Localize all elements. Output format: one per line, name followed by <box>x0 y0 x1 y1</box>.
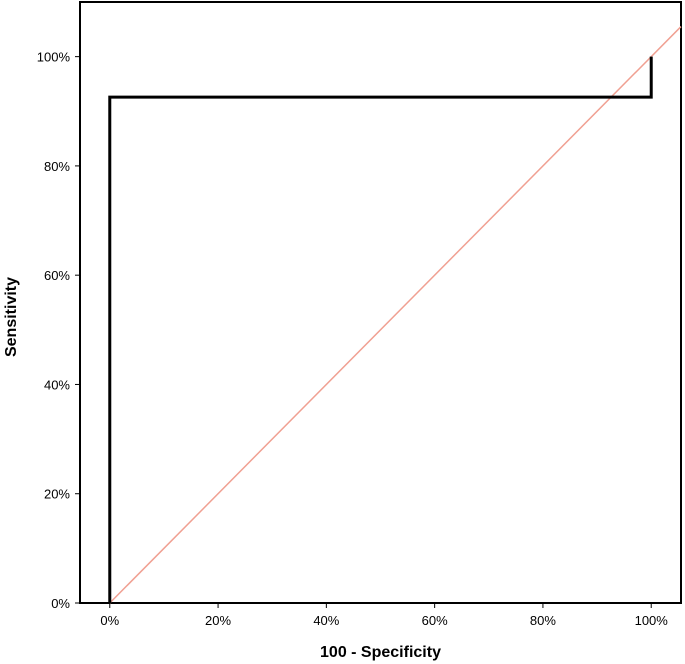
plot-frame <box>79 1 682 604</box>
x-axis-ticks: 0% 20% 40% 60% 80% 100% <box>100 603 668 628</box>
y-axis-title: Sensitivity <box>3 277 20 357</box>
y-tick-label: 20% <box>44 487 70 502</box>
x-tick-label: 60% <box>422 613 448 628</box>
y-tick-label: 40% <box>44 377 70 392</box>
y-tick-label: 60% <box>44 268 70 283</box>
roc-curve-line <box>108 56 653 603</box>
x-tick-label: 100% <box>635 613 669 628</box>
y-tick-label: 80% <box>44 159 70 174</box>
x-tick-label: 80% <box>530 613 556 628</box>
y-tick-label: 0% <box>51 596 70 611</box>
y-tick-label: 100% <box>37 50 71 65</box>
x-tick-label: 40% <box>313 613 339 628</box>
x-tick-label: 20% <box>205 613 231 628</box>
x-tick-label: 0% <box>100 613 119 628</box>
x-axis-title: 100 - Specificity <box>320 644 441 661</box>
y-axis-ticks: 0% 20% 40% 60% 80% 100% <box>37 50 80 611</box>
reference-line <box>109 26 682 604</box>
